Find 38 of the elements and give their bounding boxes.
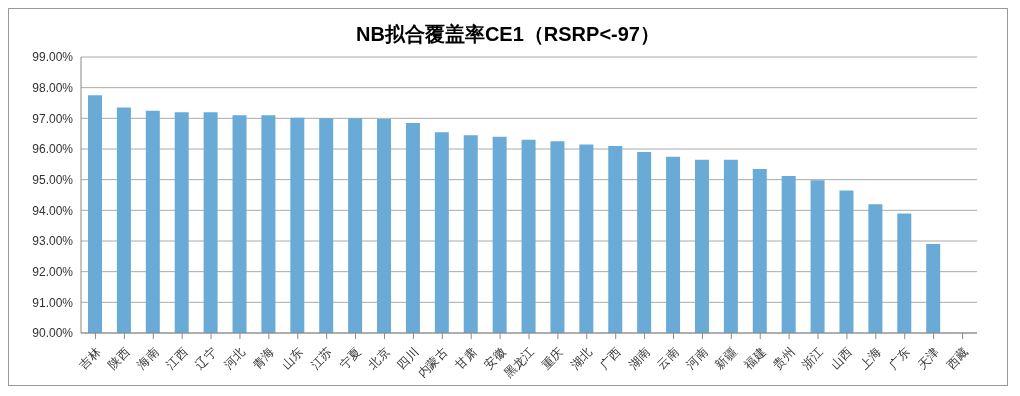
x-tick-label: 上海 bbox=[857, 345, 884, 373]
x-tick-label: 青海 bbox=[250, 345, 277, 373]
x-tick-label: 湖南 bbox=[625, 345, 653, 373]
y-tick-label: 96.00% bbox=[32, 142, 74, 157]
x-tick-label: 福建 bbox=[741, 345, 769, 373]
x-tick-label: 云南 bbox=[654, 345, 682, 373]
x-tick-label: 山东 bbox=[278, 345, 306, 373]
x-tick-label: 天津 bbox=[914, 345, 942, 373]
x-tick-label: 湖北 bbox=[568, 345, 595, 373]
x-tick-label: 西藏 bbox=[943, 345, 971, 373]
y-tick-label: 94.00% bbox=[32, 203, 74, 218]
x-tick-label: 陕西 bbox=[105, 345, 133, 373]
y-tick-label: 90.00% bbox=[32, 326, 74, 341]
y-tick-label: 91.00% bbox=[32, 295, 74, 310]
x-tick-label: 宁夏 bbox=[336, 345, 364, 373]
x-tick-label: 海南 bbox=[134, 345, 162, 373]
x-tick-label: 江苏 bbox=[307, 345, 335, 373]
x-tick-label: 新疆 bbox=[712, 345, 740, 373]
y-tick-label: 95.00% bbox=[32, 172, 74, 187]
x-tick-label: 重庆 bbox=[539, 345, 566, 373]
x-tick-label: 辽宁 bbox=[192, 345, 220, 373]
x-tick-label: 北京 bbox=[365, 345, 393, 373]
x-tick-label: 山西 bbox=[828, 345, 855, 373]
x-tick-label: 吉林 bbox=[76, 345, 104, 373]
x-tick-label: 广西 bbox=[596, 345, 624, 373]
x-tick-label: 江西 bbox=[163, 345, 191, 373]
x-tick-label: 河北 bbox=[221, 345, 249, 373]
x-tick-label: 贵州 bbox=[770, 345, 798, 373]
y-tick-label: 93.00% bbox=[32, 234, 74, 249]
y-tick-label: 92.00% bbox=[32, 264, 74, 279]
x-tick-label: 甘肃 bbox=[452, 345, 480, 373]
y-tick-label: 97.00% bbox=[32, 111, 74, 126]
x-tick-label: 广东 bbox=[885, 345, 913, 373]
y-tick-label: 98.00% bbox=[32, 80, 74, 95]
x-tick-label: 浙江 bbox=[799, 345, 827, 373]
chart-title: NB拟合覆盖率CE1（RSRP<-97） bbox=[355, 22, 661, 47]
y-tick-label: 99.00% bbox=[32, 50, 74, 65]
x-tick-label: 河南 bbox=[683, 345, 711, 373]
